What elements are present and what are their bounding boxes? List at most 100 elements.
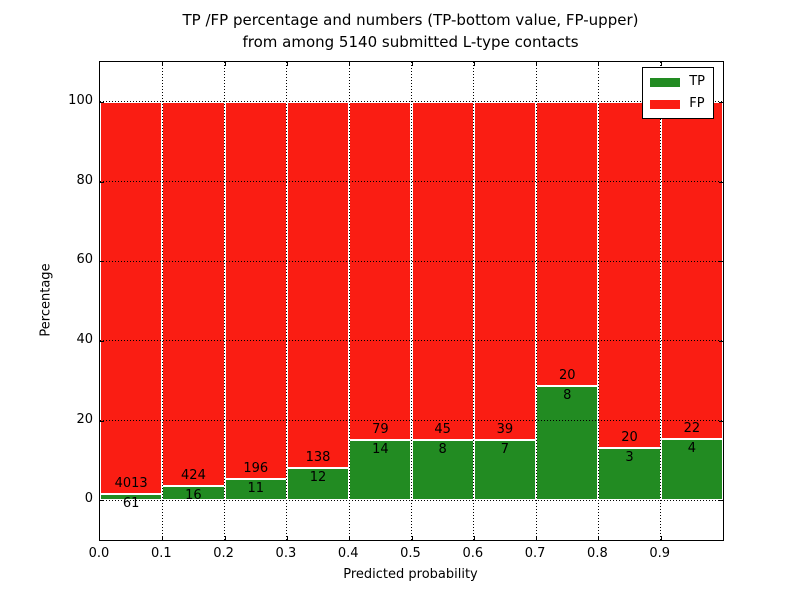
- bar-segment-fp: [224, 101, 287, 479]
- tp-count-label: 16: [185, 487, 202, 503]
- x-tick-mark: [286, 536, 288, 540]
- x-tick-mark: [349, 62, 351, 66]
- x-tick-label: 0.6: [462, 546, 484, 561]
- x-tick-mark: [349, 536, 351, 540]
- bar-segment-tp: [473, 439, 537, 501]
- x-gridline: [535, 62, 537, 540]
- x-tick-mark: [286, 62, 288, 66]
- bar-segment-tp: [349, 440, 412, 501]
- bar-segment-tp: [162, 485, 225, 501]
- y-tick-label: 40: [76, 331, 93, 347]
- fp-count-label: 424: [181, 467, 206, 483]
- bar-segment-fp: [162, 101, 225, 486]
- tp-count-label: 8: [438, 442, 447, 458]
- y-tick-label: 80: [76, 172, 93, 188]
- legend-row-fp: FP: [650, 95, 705, 113]
- x-tick-mark: [162, 62, 164, 66]
- y-tick-mark: [100, 261, 104, 263]
- x-tick-label: 0.0: [88, 546, 110, 561]
- x-gridline: [224, 62, 226, 540]
- x-gridline: [161, 62, 163, 540]
- x-tick-mark: [598, 62, 600, 66]
- fp-count-label: 196: [243, 460, 269, 476]
- y-tick-label: 20: [76, 411, 93, 427]
- legend-row-tp: TP: [650, 73, 705, 91]
- bar-segment-tp: [536, 386, 599, 501]
- y-gridline: [100, 499, 723, 501]
- bar-segment-fp: [349, 101, 412, 441]
- y-tick-label: 60: [76, 252, 93, 268]
- y-tick-label: 100: [68, 92, 93, 108]
- bar-segment-tp: [224, 478, 287, 501]
- fp-count-label: 20: [621, 430, 638, 446]
- x-tick-mark: [660, 536, 662, 540]
- y-tick-mark: [719, 101, 723, 103]
- tp-count-label: 8: [563, 388, 572, 404]
- x-tick-mark: [162, 536, 164, 540]
- bar-segment-tp: [411, 440, 474, 501]
- y-tick-mark: [719, 261, 723, 263]
- fp-count-label: 138: [305, 450, 331, 466]
- fp-legend-swatch: [650, 99, 681, 109]
- tp-count-label: 4: [687, 440, 696, 456]
- bar-segment-fp: [598, 101, 661, 449]
- y-gridline: [100, 260, 723, 262]
- bar-segment-fp: [411, 101, 474, 441]
- y-tick-mark: [100, 420, 104, 422]
- x-tick-mark: [224, 536, 226, 540]
- x-gridline: [597, 62, 599, 540]
- bar-segment-fp: [286, 101, 350, 469]
- bar-segment-fp: [100, 101, 163, 495]
- chart-title: TP /FP percentage and numbers (TP-bottom…: [99, 9, 722, 53]
- x-tick-label: 0.7: [524, 546, 546, 561]
- x-tick-label: 0.4: [337, 546, 359, 561]
- y-gridline: [100, 340, 723, 342]
- x-tick-mark: [660, 62, 662, 66]
- tp-count-label: 7: [500, 441, 510, 457]
- x-tick-label: 0.1: [150, 546, 172, 561]
- fp-count-label: 4013: [114, 476, 148, 492]
- x-gridline: [660, 62, 662, 540]
- fp-legend-label: FP: [689, 96, 705, 111]
- x-tick-mark: [411, 62, 413, 66]
- fp-count-label: 22: [683, 420, 701, 436]
- plot-area: 4013 61 424 16 196 11 138 12 79 14 45 8 39 7 20 8 20 3 22 4…: [99, 61, 724, 541]
- bar-segment-tp: [660, 438, 723, 501]
- y-gridline: [100, 101, 723, 103]
- y-tick-mark: [100, 181, 104, 183]
- x-gridline: [473, 62, 475, 540]
- y-tick-mark: [100, 340, 104, 342]
- y-tick-label: 0: [84, 491, 93, 507]
- tp-count-label: 14: [372, 442, 389, 458]
- fp-count-label: 45: [434, 422, 451, 438]
- x-tick-mark: [473, 536, 475, 540]
- x-tick-label: 0.9: [649, 546, 671, 561]
- y-gridline: [100, 420, 723, 421]
- tp-count-label: 61: [122, 496, 140, 512]
- bar-segment-fp: [660, 101, 723, 439]
- x-tick-mark: [473, 62, 475, 66]
- x-tick-label: 0.8: [587, 546, 608, 561]
- x-tick-mark: [536, 536, 538, 540]
- y-tick-mark: [719, 420, 723, 422]
- x-tick-label: 0.3: [275, 546, 297, 561]
- y-gridline: [100, 181, 723, 182]
- fp-count-label: 39: [496, 421, 514, 437]
- x-axis-label: Predicted probability: [343, 567, 478, 582]
- x-gridline: [348, 62, 350, 540]
- y-tick-mark: [719, 181, 723, 183]
- y-tick-mark: [719, 500, 723, 502]
- tp-count-label: 3: [625, 450, 634, 466]
- y-axis-label: Percentage: [38, 263, 54, 337]
- x-tick-mark: [411, 536, 413, 540]
- x-tick-label: 0.2: [213, 546, 234, 561]
- fp-count-label: 79: [372, 422, 389, 438]
- chart-title-line1: TP /FP percentage and numbers (TP-bottom…: [182, 11, 639, 29]
- y-tick-mark: [719, 340, 723, 342]
- x-tick-mark: [224, 62, 226, 66]
- bar-segment-fp: [536, 101, 599, 387]
- legend: TP FP: [642, 67, 714, 119]
- y-tick-mark: [100, 500, 104, 502]
- y-tick-mark: [100, 101, 104, 103]
